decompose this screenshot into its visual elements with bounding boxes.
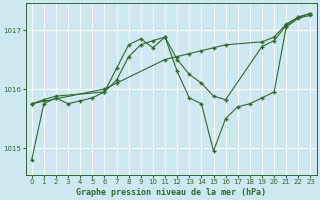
- X-axis label: Graphe pression niveau de la mer (hPa): Graphe pression niveau de la mer (hPa): [76, 188, 266, 197]
